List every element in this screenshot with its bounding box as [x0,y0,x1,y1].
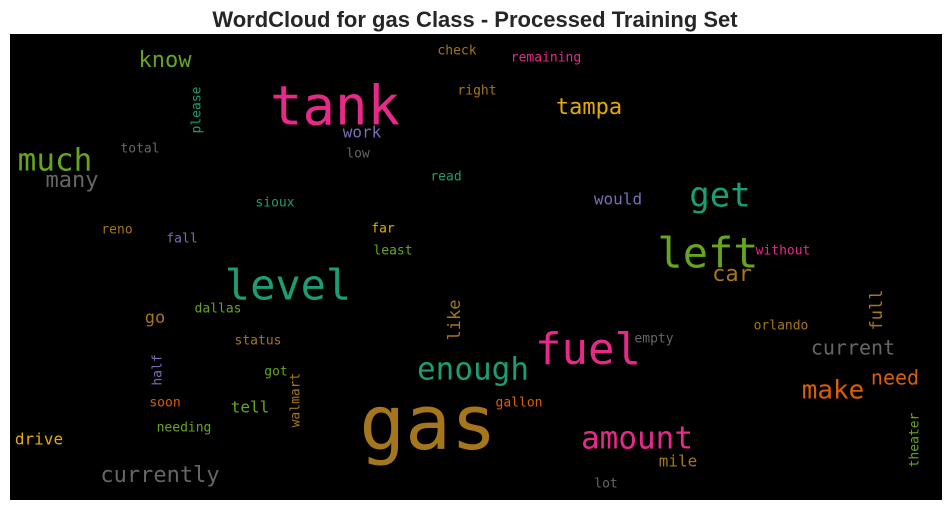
word: empty [634,332,673,347]
word: fall [166,232,197,247]
word: gallon [496,396,543,411]
word: drive [15,430,63,449]
word: half [151,354,166,385]
word: current [811,336,895,360]
word: full [867,290,887,331]
chart-title: WordCloud for gas Class - Processed Trai… [212,7,738,32]
word: walmart [289,373,304,428]
word: work [343,123,382,142]
word: left [657,229,758,278]
word: total [120,142,159,157]
word: needing [157,421,212,436]
word: lot [594,477,617,492]
word: tell [231,398,270,417]
word: like [445,300,465,341]
word: tank [270,75,400,138]
word: much [18,143,93,179]
word: fuel [535,324,641,375]
word: dallas [195,302,242,317]
word: status [235,334,282,349]
word: least [373,244,412,259]
word: got [264,365,287,380]
word: tampa [556,95,622,120]
word: orlando [754,319,809,334]
word: remaining [511,51,581,66]
cloud-background [10,34,942,500]
word: far [371,222,395,237]
word: right [457,84,496,99]
word: need [871,366,919,390]
word: get [689,176,750,216]
word: gas [359,378,496,467]
word: sioux [255,196,294,211]
word: car [712,262,752,287]
word: mile [659,452,698,471]
word: theater [908,412,923,467]
word: go [145,308,165,328]
word: many [46,168,99,193]
word: make [802,376,865,406]
word: amount [581,421,693,457]
word: read [430,170,461,185]
word: please [190,86,205,133]
word: low [346,147,370,162]
word: level [225,261,351,310]
word: know [139,48,193,73]
word: enough [417,352,529,388]
word: soon [149,396,180,411]
word: check [437,44,476,59]
word: without [756,244,811,259]
word: reno [101,223,132,238]
word: would [594,190,642,209]
word: currently [100,463,219,488]
